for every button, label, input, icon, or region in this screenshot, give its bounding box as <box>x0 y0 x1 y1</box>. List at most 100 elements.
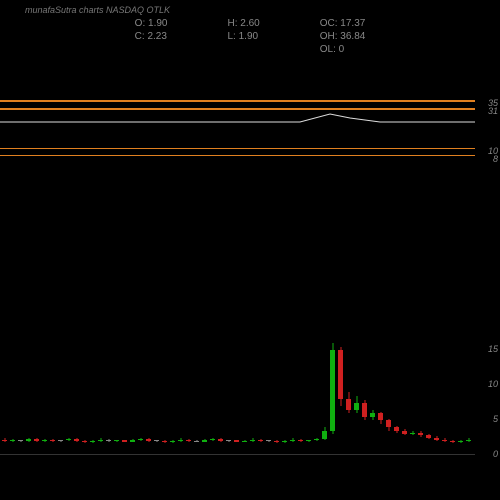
candle-body <box>218 439 223 441</box>
candle <box>58 440 63 455</box>
candle-body <box>146 439 151 441</box>
candle <box>394 426 399 455</box>
candle-body <box>386 420 391 427</box>
candle <box>42 439 47 455</box>
candle <box>66 438 71 456</box>
candlestick-panel <box>0 280 475 455</box>
ohlc-item: O: 1.90 <box>135 18 168 29</box>
candle <box>258 439 263 455</box>
candle-body <box>122 440 127 441</box>
candle <box>162 440 167 455</box>
candle-body <box>394 427 399 431</box>
candle-body <box>314 439 319 440</box>
chart-header: munafaSutra charts NASDAQ OTLK <box>0 5 500 15</box>
candle <box>210 438 215 456</box>
candle-body <box>378 413 383 420</box>
candle-body <box>330 350 335 431</box>
candle <box>378 412 383 455</box>
candle <box>458 440 463 455</box>
candle-body <box>338 350 343 399</box>
candle <box>266 440 271 455</box>
candle-body <box>194 441 199 442</box>
candle <box>10 439 15 455</box>
ohlc-item: OC: 17.37 <box>320 18 366 29</box>
candle-body <box>466 440 471 441</box>
candle-body <box>442 440 447 441</box>
candle-body <box>154 440 159 441</box>
candle-body <box>202 440 207 441</box>
candle-body <box>370 413 375 417</box>
candle <box>330 343 335 455</box>
candle-body <box>410 433 415 434</box>
candle-body <box>354 403 359 410</box>
candle <box>386 419 391 455</box>
candle <box>354 396 359 456</box>
candle-body <box>162 441 167 442</box>
candle-body <box>186 440 191 441</box>
candle-body <box>282 441 287 442</box>
candle-body <box>82 441 87 442</box>
candle <box>130 439 135 455</box>
candle-body <box>170 441 175 442</box>
candle <box>450 440 455 455</box>
candle-body <box>106 440 111 441</box>
candle-body <box>362 403 367 417</box>
candle-body <box>298 440 303 441</box>
candle-body <box>250 440 255 441</box>
candle <box>234 440 239 455</box>
candle <box>418 431 423 455</box>
candle-body <box>42 440 47 441</box>
ohlc-item: OH: 36.84 <box>320 31 366 42</box>
indicator-line-series <box>0 100 475 160</box>
candle <box>146 438 151 455</box>
candle <box>370 410 375 456</box>
ohlc-item: C: 2.23 <box>135 31 168 42</box>
candle-body <box>450 441 455 442</box>
candle-body <box>426 435 431 437</box>
candle <box>74 438 79 455</box>
candle <box>178 438 183 455</box>
candle <box>138 438 143 456</box>
candle <box>2 438 7 455</box>
candle <box>34 438 39 455</box>
candle-body <box>266 440 271 441</box>
candle-body <box>10 440 15 441</box>
candle-body <box>98 440 103 441</box>
candle <box>82 440 87 455</box>
candle <box>26 438 31 456</box>
lower-axis-label: 15 <box>488 344 498 354</box>
candle-body <box>226 440 231 441</box>
candle-body <box>138 439 143 440</box>
candle <box>122 440 127 455</box>
candle-body <box>74 439 79 441</box>
candle-body <box>90 441 95 442</box>
candle-body <box>66 439 71 440</box>
candle-body <box>290 440 295 441</box>
candle <box>226 440 231 455</box>
candle <box>250 438 255 455</box>
candle <box>170 440 175 455</box>
candle <box>306 440 311 455</box>
candle-body <box>18 440 23 441</box>
candle-body <box>130 440 135 441</box>
candle-body <box>322 431 327 439</box>
chart-title: munafaSutra charts NASDAQ OTLK <box>25 5 500 15</box>
candle-body <box>50 440 55 441</box>
ohlc-col-2: H: 2.60L: 1.90 <box>227 18 259 55</box>
candle-body <box>402 431 407 435</box>
candle-body <box>34 439 39 441</box>
lower-axis-label: 5 <box>493 414 498 424</box>
candle-body <box>210 439 215 440</box>
candle <box>466 438 471 455</box>
candle-body <box>306 440 311 441</box>
ohlc-item: L: 1.90 <box>227 31 259 42</box>
ohlc-block: O: 1.90 C: 2.23 H: 2.60L: 1.90 OC: 17.37 O… <box>0 18 500 55</box>
candle <box>274 440 279 455</box>
candle <box>194 440 199 455</box>
candle <box>106 439 111 455</box>
candle <box>362 400 367 455</box>
candle <box>50 439 55 455</box>
candle-body <box>242 441 247 442</box>
candle <box>218 438 223 455</box>
ohlc-col-1: O: 1.90 C: 2.23 <box>135 18 168 55</box>
